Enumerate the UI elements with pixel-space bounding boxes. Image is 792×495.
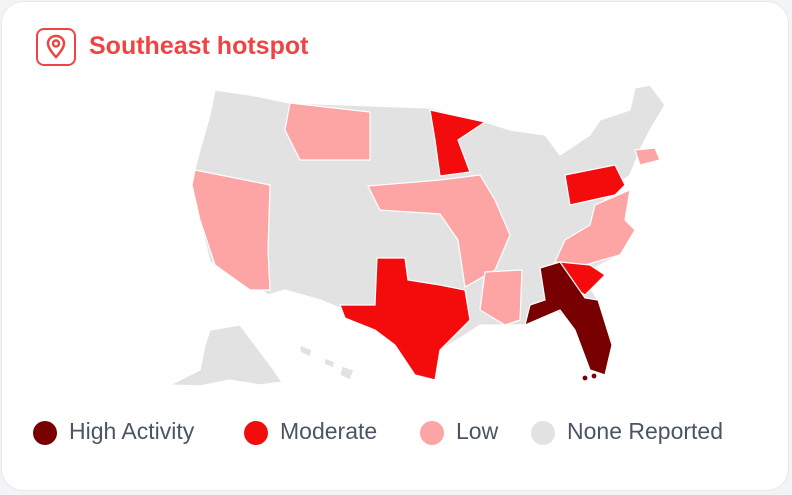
legend-label: None Reported xyxy=(567,418,723,444)
states xyxy=(169,84,666,387)
legend-dot xyxy=(33,421,57,445)
florida-keys xyxy=(581,374,589,382)
hawaii xyxy=(299,344,313,358)
georgia-florida xyxy=(524,261,613,376)
minnesota xyxy=(429,109,487,177)
midwest xyxy=(367,174,511,288)
legend: High Activity Moderate Low None Reported xyxy=(33,418,723,445)
alaska xyxy=(169,324,284,387)
florida-keys xyxy=(590,372,598,380)
legend-dot xyxy=(531,421,555,445)
legend-label: Moderate xyxy=(280,418,377,444)
hawaii xyxy=(339,365,355,381)
california-nevada xyxy=(191,169,271,291)
legend-dot xyxy=(244,421,268,445)
legend-dot xyxy=(420,421,444,445)
mid-atlantic xyxy=(554,189,636,266)
hawaii xyxy=(323,357,336,369)
pin xyxy=(46,34,66,59)
new-england xyxy=(634,147,661,166)
card-title: Southeast hotspot xyxy=(89,32,309,60)
texas xyxy=(339,257,471,381)
pennsylvania xyxy=(564,164,626,206)
montana xyxy=(284,102,371,161)
mississippi-alabama xyxy=(479,269,523,326)
legend-label: Low xyxy=(456,418,499,444)
legend-label: High Activity xyxy=(69,418,195,444)
location-icon xyxy=(36,28,76,66)
